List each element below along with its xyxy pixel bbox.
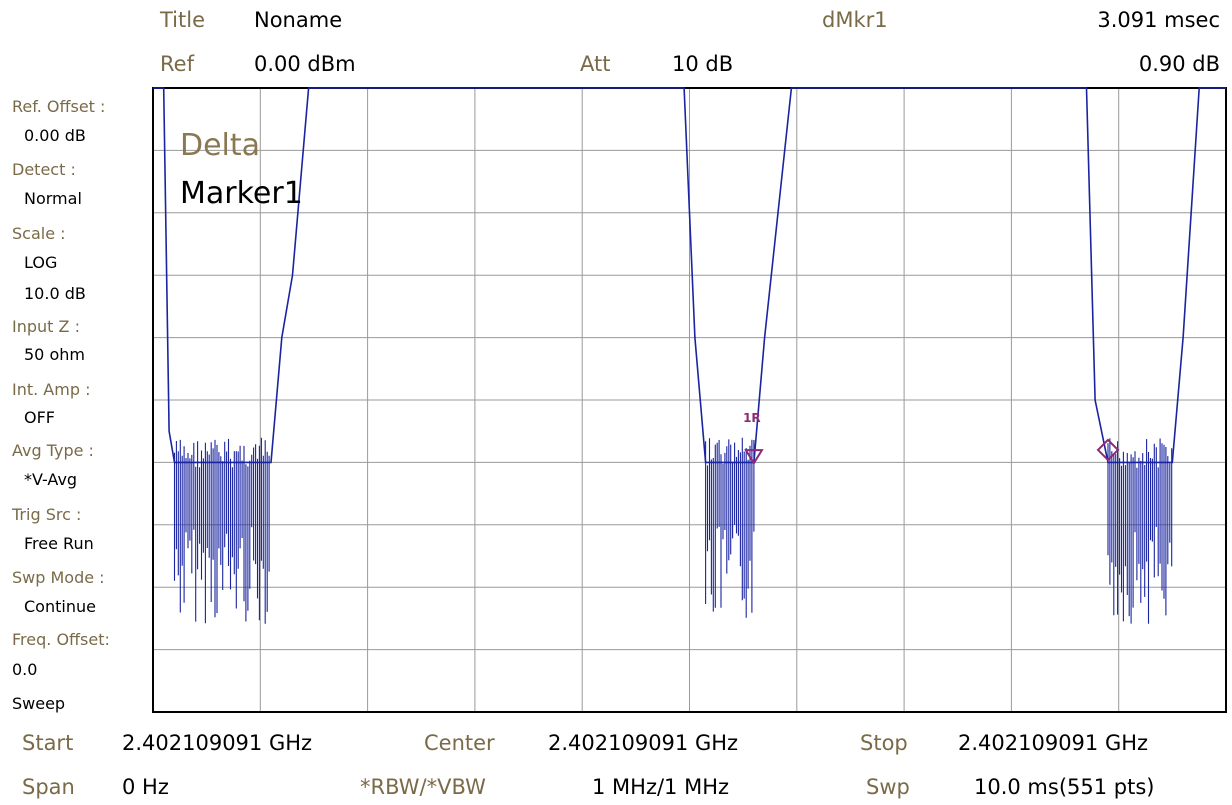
trace-noise bbox=[705, 437, 755, 618]
swp-label: Swp bbox=[866, 775, 910, 799]
int-amp-label: Int. Amp : bbox=[12, 380, 91, 399]
rbw-vbw-value: 1 MHz/1 MHz bbox=[592, 775, 730, 799]
swp-mode-value: Continue bbox=[24, 597, 96, 616]
att-value: 10 dB bbox=[672, 52, 734, 76]
freq-offset-value: 0.0 bbox=[12, 660, 38, 679]
title-label: Title bbox=[160, 8, 206, 32]
rbw-vbw-label: *RBW/*VBW bbox=[360, 775, 486, 799]
center-label: Center bbox=[424, 731, 495, 755]
detect-value: Normal bbox=[24, 189, 82, 208]
ref-value: 0.00 dBm bbox=[254, 52, 356, 76]
detect-label: Detect : bbox=[12, 160, 76, 179]
avg-type-value: *V-Avg bbox=[24, 470, 78, 489]
span-value: 0 Hz bbox=[122, 775, 169, 799]
scale-label: Scale : bbox=[12, 224, 66, 243]
dmkr-level-value: 0.90 dB bbox=[1138, 52, 1220, 76]
center-value: 2.402109091 GHz bbox=[548, 731, 739, 755]
marker-name-label: Marker1 bbox=[180, 176, 303, 211]
dmkr-time-value: 3.091 msec bbox=[1097, 8, 1220, 32]
att-label: Att bbox=[580, 52, 611, 76]
stop-label: Stop bbox=[860, 731, 908, 755]
trig-src-label: Trig Src : bbox=[12, 505, 82, 524]
input-z-label: Input Z : bbox=[12, 317, 80, 336]
span-label: Span bbox=[22, 775, 75, 799]
scale-type-value: LOG bbox=[24, 253, 58, 272]
dmkr-label: dMkr1 bbox=[822, 8, 888, 32]
plot-frame bbox=[152, 87, 1227, 713]
freq-offset-label: Freq. Offset: bbox=[12, 630, 110, 649]
int-amp-value: OFF bbox=[24, 408, 55, 427]
start-label: Start bbox=[22, 731, 74, 755]
delta-marker-icon bbox=[1096, 438, 1120, 462]
title-value: Noname bbox=[254, 8, 343, 32]
sweep-label: Sweep bbox=[12, 694, 66, 713]
swp-mode-label: Swp Mode : bbox=[12, 568, 105, 587]
reference-marker-icon bbox=[744, 449, 764, 466]
avg-type-label: Avg Type : bbox=[12, 441, 94, 460]
ref-label: Ref bbox=[160, 52, 194, 76]
ref-offset-label: Ref. Offset : bbox=[12, 97, 106, 116]
trace-noise bbox=[173, 437, 270, 624]
start-value: 2.402109091 GHz bbox=[122, 731, 313, 755]
swp-value: 10.0 ms(551 pts) bbox=[974, 775, 1155, 799]
stop-value: 2.402109091 GHz bbox=[958, 731, 1149, 755]
delta-mode-label: Delta bbox=[180, 128, 261, 163]
trace-noise bbox=[1107, 438, 1173, 624]
reference-marker-label: 1R bbox=[743, 411, 761, 425]
input-z-value: 50 ohm bbox=[24, 345, 85, 364]
scale-db-value: 10.0 dB bbox=[24, 284, 86, 303]
ref-offset-value: 0.00 dB bbox=[24, 126, 86, 145]
trig-src-value: Free Run bbox=[24, 534, 94, 553]
